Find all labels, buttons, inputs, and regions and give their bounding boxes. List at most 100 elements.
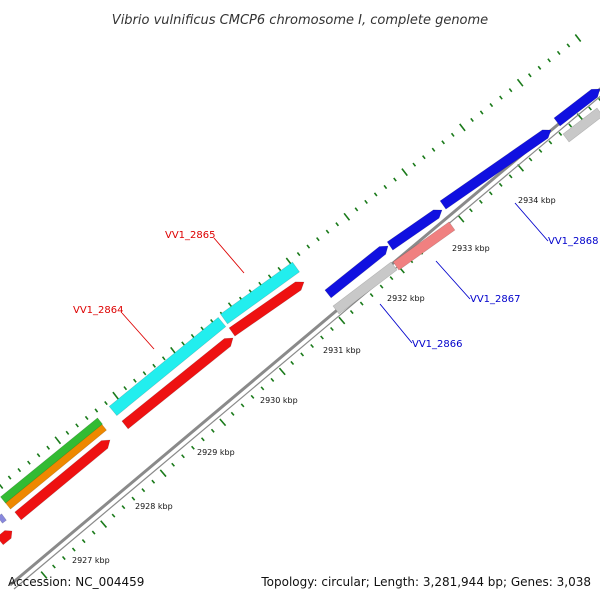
outer-tick-3 <box>27 460 31 465</box>
scale-labels: 2927 kbp 2928 kbp 2929 kbp 2930 kbp 2931… <box>72 196 556 565</box>
outer-tick-21 <box>200 326 205 331</box>
inner-tick-29 <box>330 326 334 332</box>
outer-tick-27 <box>258 281 262 286</box>
scale-label-2933: 2933 kbp <box>452 244 490 253</box>
gene-blue-3 <box>439 129 552 210</box>
gene-labels: VV1_2864 VV1_2865 VV1_2866 VV1_2867 VV1_… <box>73 230 599 350</box>
inner-tick-30 <box>338 316 346 325</box>
outer-tick-43 <box>412 162 417 167</box>
outer-tick-2 <box>17 468 22 473</box>
outer-tick-50 <box>479 110 484 115</box>
callout-vv1-2868 <box>514 202 549 242</box>
outer-tick-41 <box>393 177 397 182</box>
outer-tick-15 <box>142 371 147 376</box>
outer-tick-47 <box>450 132 455 137</box>
inner-tick-13 <box>171 462 175 467</box>
outer-tick-14 <box>133 378 137 383</box>
gene-label-vv1-2868[interactable]: VV1_2868 <box>548 236 599 247</box>
inner-tick-14 <box>181 454 185 459</box>
outer-tick-55 <box>527 73 532 78</box>
outer-tick-44 <box>422 155 426 160</box>
outer-tick-8 <box>75 423 79 428</box>
outer-tick-56 <box>537 65 542 70</box>
genome-summary-text: Topology: circular; Length: 3,281,944 bp… <box>260 575 591 589</box>
outer-tick-38 <box>364 199 368 204</box>
outer-tick-52 <box>499 95 503 100</box>
callout-vv1-2866 <box>379 303 413 344</box>
inner-tick-44 <box>478 199 483 204</box>
inner-tick-25 <box>290 360 295 365</box>
inner-tick-1 <box>52 564 56 569</box>
gene-red-0 <box>0 530 13 546</box>
scale-label-2927: 2927 kbp <box>72 556 110 565</box>
inner-tick-51 <box>548 140 553 145</box>
outer-tick-54 <box>516 78 524 87</box>
inner-tick-50 <box>538 148 543 153</box>
inner-tick-17 <box>210 428 215 433</box>
gene-red-1 <box>14 439 111 521</box>
outer-tick-0 <box>0 483 4 489</box>
inner-tick-49 <box>528 157 533 162</box>
outer-tick-1 <box>7 475 12 480</box>
outer-tick-31 <box>296 251 301 257</box>
outer-tick-28 <box>267 274 272 279</box>
gene-label-vv1-2864[interactable]: VV1_2864 <box>73 305 124 316</box>
inner-tick-16 <box>200 437 205 442</box>
scale-label-2932: 2932 kbp <box>387 294 425 303</box>
outer-tick-57 <box>547 58 551 63</box>
inner-tick-10 <box>141 488 146 493</box>
inner-tick-22 <box>260 386 265 391</box>
inner-tick-26 <box>300 352 305 357</box>
outer-tick-36 <box>343 212 351 221</box>
scale-label-2930: 2930 kbp <box>260 396 298 405</box>
gene-cyan-2 <box>220 261 300 325</box>
outer-tick-9 <box>84 415 89 421</box>
outer-tick-12 <box>112 391 119 400</box>
inner-tick-5 <box>91 530 96 535</box>
inner-tick-47 <box>508 174 513 179</box>
outer-tick-49 <box>470 117 474 123</box>
outer-tick-37 <box>354 207 359 212</box>
gene-green <box>0 417 103 504</box>
outer-tick-5 <box>46 445 51 450</box>
outer-tick-11 <box>104 400 108 406</box>
inner-tick-2 <box>61 555 66 561</box>
outer-tick-7 <box>65 430 70 435</box>
outer-tick-33 <box>316 237 320 242</box>
inner-tick-12 <box>159 469 167 478</box>
outer-tick-59 <box>566 43 571 48</box>
outer-tick-35 <box>335 222 340 227</box>
outer-tick-48 <box>459 123 466 132</box>
backbone-line-inner <box>13 95 600 590</box>
gene-label-vv1-2867[interactable]: VV1_2867 <box>470 294 521 305</box>
inner-tick-55 <box>588 106 592 111</box>
gene-lavender <box>0 513 7 524</box>
inner-tick-3 <box>71 547 76 552</box>
inner-tick-53 <box>568 123 573 128</box>
outer-tick-19 <box>181 341 185 346</box>
inner-tick-23 <box>270 377 275 382</box>
scale-label-2929: 2929 kbp <box>197 448 235 457</box>
gene-label-vv1-2866[interactable]: VV1_2866 <box>412 339 463 350</box>
gene-blue-1 <box>324 245 389 299</box>
outer-tick-20 <box>190 333 195 339</box>
outer-tick-45 <box>431 147 436 152</box>
label-callouts <box>121 202 549 350</box>
callout-vv1-2867 <box>435 260 471 300</box>
inner-tick-19 <box>230 411 235 416</box>
gene-label-vv1-2865[interactable]: VV1_2865 <box>165 230 216 241</box>
callout-vv1-2865 <box>213 237 245 274</box>
gene-red-2 <box>121 337 234 430</box>
inner-tick-42 <box>457 214 465 223</box>
outer-tick-13 <box>123 386 128 391</box>
inner-tick-4 <box>81 539 86 544</box>
outer-tick-6 <box>54 436 62 445</box>
gene-grey-2 <box>562 107 600 143</box>
outer-tick-42 <box>401 168 408 177</box>
gene-grey-1 <box>332 261 398 315</box>
chromosome-backbone <box>9 87 600 590</box>
inner-tick-6 <box>100 520 108 528</box>
inner-tick-24 <box>278 367 286 376</box>
scale-label-2928: 2928 kbp <box>135 502 173 511</box>
